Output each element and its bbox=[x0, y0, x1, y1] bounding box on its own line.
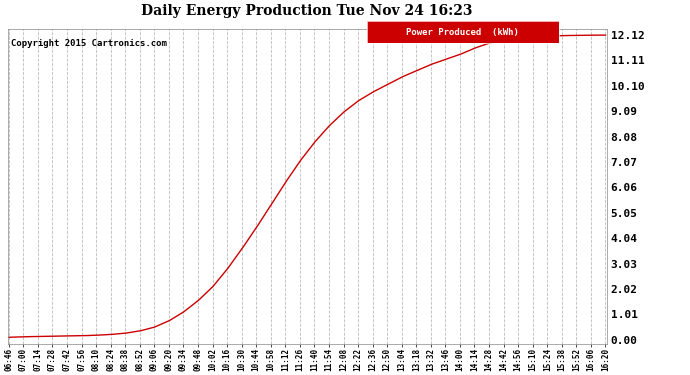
Text: Copyright 2015 Cartronics.com: Copyright 2015 Cartronics.com bbox=[11, 39, 166, 48]
Title: Daily Energy Production Tue Nov 24 16:23: Daily Energy Production Tue Nov 24 16:23 bbox=[141, 3, 473, 18]
